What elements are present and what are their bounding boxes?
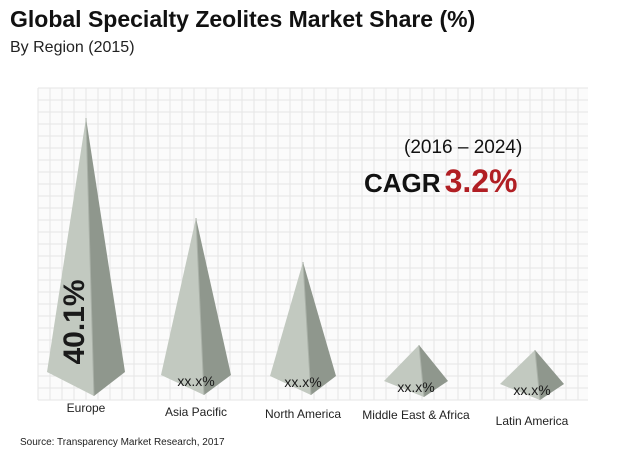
pyramid-face-light xyxy=(47,118,94,396)
data-label: 40.1% xyxy=(58,279,91,364)
pyramid-edge xyxy=(195,217,205,396)
category-label: Middle East & Africa xyxy=(362,408,470,422)
pyramid-bar xyxy=(270,261,336,396)
category-label: Latin America xyxy=(496,414,569,428)
data-label: xx.x% xyxy=(513,382,550,398)
pyramid-edge xyxy=(418,344,425,398)
cagr-annotation: CAGR 3.2% xyxy=(364,163,518,200)
chart-subtitle: By Region (2015) xyxy=(10,39,135,56)
category-label: Asia Pacific xyxy=(165,405,227,419)
pyramid-face-dark xyxy=(535,350,564,400)
cagr-label: CAGR xyxy=(364,168,441,198)
cagr-period: (2016 – 2024) xyxy=(404,137,523,158)
pyramid-face-dark xyxy=(419,345,448,397)
category-label: Europe xyxy=(67,401,106,415)
chart-title: Global Specialty Zeolites Market Share (… xyxy=(10,6,476,32)
pyramid-bar xyxy=(500,349,564,401)
data-label: xx.x% xyxy=(284,374,321,390)
pyramid-face-light xyxy=(500,350,540,400)
pyramid-face-dark xyxy=(196,218,231,395)
pyramid-bar xyxy=(47,117,125,397)
pyramid-edge xyxy=(85,117,95,397)
source-note: Source: Transparency Market Research, 20… xyxy=(20,437,225,448)
pyramid-face-dark xyxy=(303,262,336,395)
cagr-value: 3.2% xyxy=(444,163,518,199)
pyramid-bar xyxy=(161,217,231,396)
pyramid-face-light xyxy=(384,345,424,397)
pyramid-edge xyxy=(534,349,541,401)
pyramid-face-light xyxy=(270,262,311,395)
category-label: North America xyxy=(265,407,341,421)
pyramid-face-dark xyxy=(86,118,125,396)
data-label: xx.x% xyxy=(397,379,434,395)
pyramid-bar xyxy=(384,344,448,398)
pyramid-edge xyxy=(302,261,312,396)
data-label: xx.x% xyxy=(177,373,214,389)
pyramid-face-light xyxy=(161,218,204,395)
